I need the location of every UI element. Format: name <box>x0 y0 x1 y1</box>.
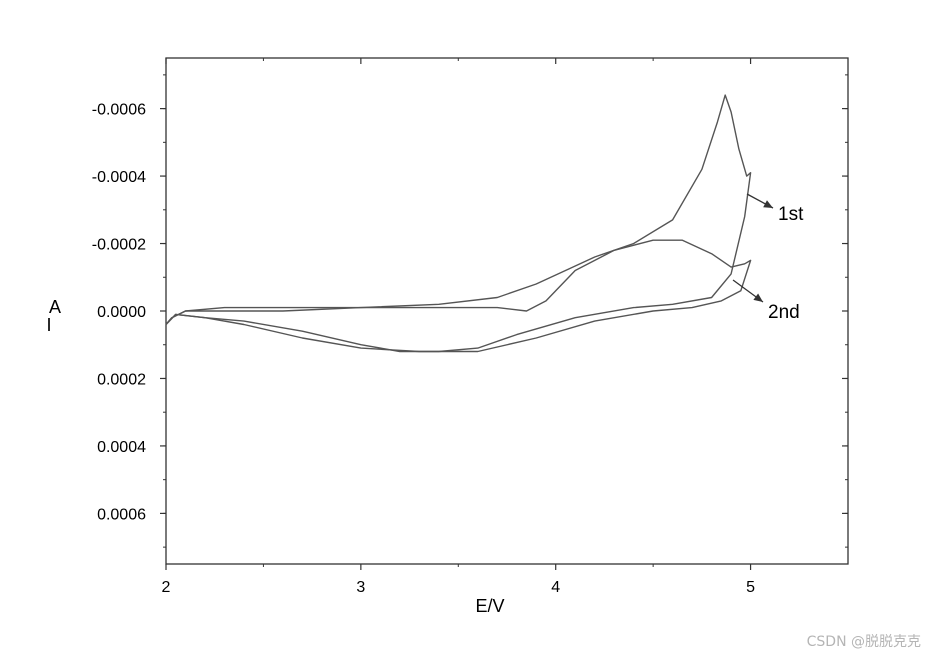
y-tick-label: 0.0002 <box>97 371 146 388</box>
x-tick-label: 3 <box>356 579 365 596</box>
y-tick-label: 0.0006 <box>97 506 146 523</box>
y-axis-ticks: -0.0006 -0.0004 -0.0002 0.0000 0.0002 0.0004 0… <box>92 74 848 548</box>
y-tick-label: 0.0000 <box>97 304 146 321</box>
x-tick-label: 2 <box>162 579 171 596</box>
x-tick-label: 4 <box>551 579 560 596</box>
y-tick-label: -0.0006 <box>92 102 146 119</box>
x-axis-ticks: 2 3 4 5 <box>162 58 755 596</box>
y-axis-unit: A <box>49 297 61 317</box>
annotation-arrowhead-2nd <box>753 293 763 302</box>
annotation-arrowhead-1st <box>763 200 773 208</box>
y-tick-label: -0.0004 <box>92 169 146 186</box>
y-tick-label: -0.0002 <box>92 237 146 254</box>
y-tick-label: 0.0004 <box>97 439 146 456</box>
series-line-2nd <box>165 239 752 353</box>
x-axis-label: E/V <box>475 596 504 616</box>
annotation-label-2nd: 2nd <box>768 302 800 323</box>
annotations-group: 1st 2nd <box>732 193 804 323</box>
annotation-label-1st: 1st <box>778 204 804 225</box>
x-tick-label: 5 <box>746 579 755 596</box>
series-group <box>165 94 752 353</box>
series-line-1st <box>165 94 752 353</box>
watermark: CSDN @脱脱克克 <box>806 634 921 650</box>
y-axis-label: I <box>46 315 51 335</box>
